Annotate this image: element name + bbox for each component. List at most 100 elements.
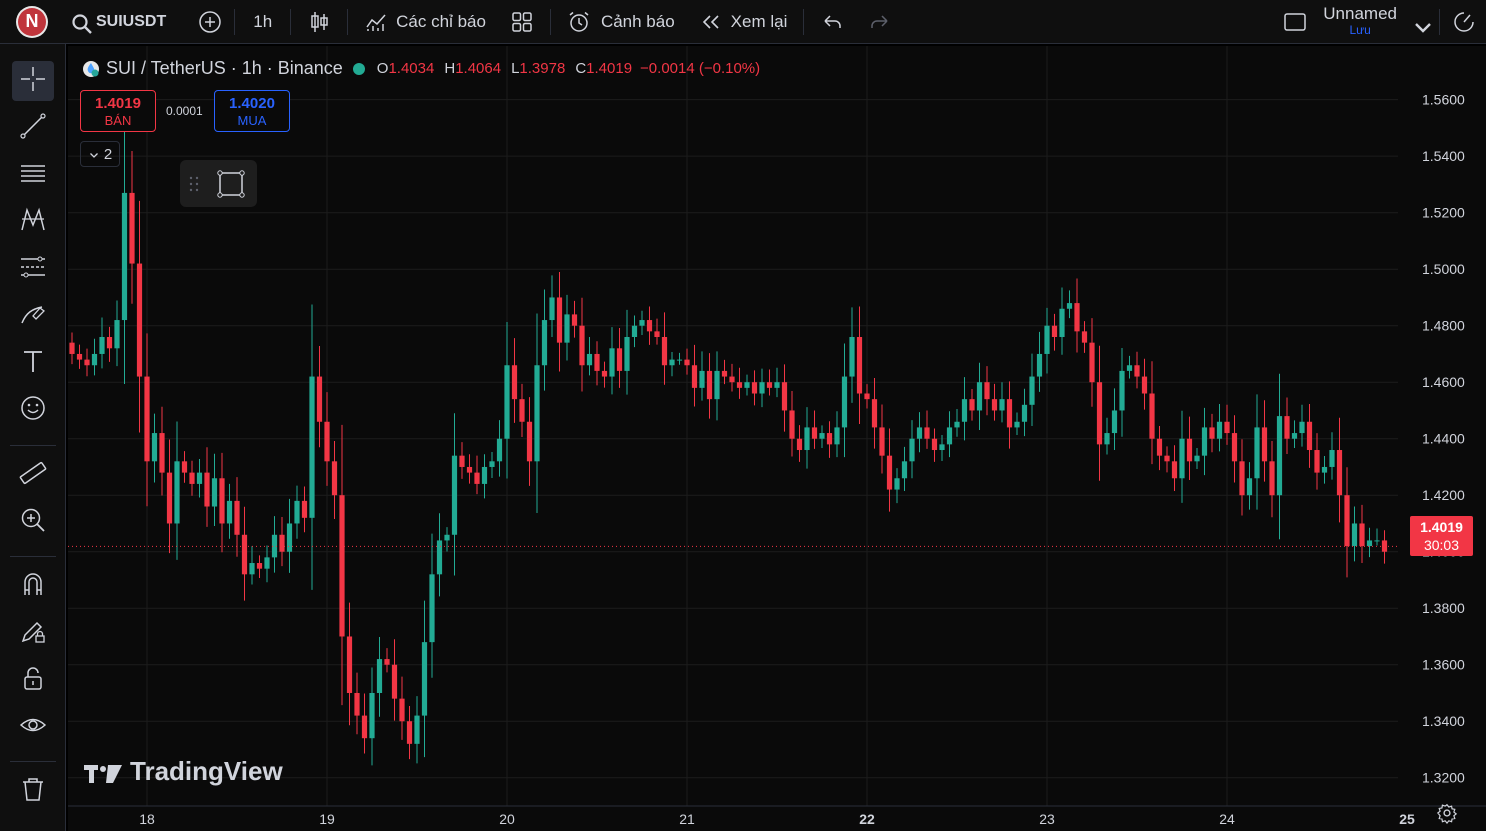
candle-body: [414, 715, 420, 744]
candle-body: [729, 376, 735, 383]
eye-icon: [18, 710, 48, 745]
candle-body: [819, 433, 825, 439]
close-value: 1.4019: [586, 60, 633, 77]
layout-menu-button[interactable]: [1401, 0, 1435, 44]
sell-button[interactable]: 1.4019 BÁN: [80, 90, 156, 132]
candle-body: [249, 563, 255, 575]
drawing-mode-tool[interactable]: [12, 613, 54, 653]
templates-button[interactable]: [498, 0, 546, 44]
zoom-tool[interactable]: [12, 502, 54, 542]
candle-body: [781, 382, 788, 411]
candle-body: [549, 297, 555, 321]
candle-body: [1044, 325, 1050, 354]
drag-handle-icon[interactable]: [189, 175, 199, 193]
replay-button[interactable]: Xem lại: [687, 0, 800, 44]
candle-body: [1081, 331, 1088, 343]
candle-body: [1336, 450, 1343, 496]
select-rectangle-icon[interactable]: [216, 169, 246, 199]
candle-body: [616, 348, 623, 371]
candle-body: [219, 478, 225, 524]
toolbar-divider: [234, 8, 236, 35]
candle-body: [871, 399, 878, 428]
remove-drawings-tool[interactable]: [12, 771, 54, 811]
candle-body: [1306, 421, 1313, 451]
candle-body: [1291, 433, 1298, 439]
candle-body: [654, 331, 660, 338]
candle-body: [114, 320, 120, 349]
buy-button[interactable]: 1.4020 MUA: [214, 90, 290, 132]
quick-search-button[interactable]: [1444, 0, 1486, 44]
chart-settings-button[interactable]: [1436, 802, 1458, 825]
candle-body: [406, 721, 413, 744]
candle-body: [714, 370, 720, 400]
low-value: 1.3978: [519, 60, 566, 77]
date-tick-label: 21: [679, 811, 695, 827]
candle-body: [864, 393, 870, 400]
candle-body: [1059, 308, 1065, 338]
pattern-icon: [18, 205, 48, 240]
tradingview-watermark[interactable]: TradingView: [84, 756, 283, 787]
interval-button[interactable]: 1h: [253, 11, 273, 31]
alerts-button[interactable]: Cảnh báo: [555, 0, 687, 44]
candle-body: [1254, 427, 1260, 479]
candle-body: [1351, 523, 1358, 547]
date-tick-label: 25: [1399, 811, 1415, 827]
crosshair-tool[interactable]: [12, 61, 54, 101]
price-chart[interactable]: 1.5600 1.5400 1.5200 1.5000 1.4800 1.4600 1.44…: [68, 46, 1486, 831]
chart-type-button[interactable]: [295, 0, 343, 44]
candle-body: [511, 365, 518, 400]
candle-body: [1074, 303, 1080, 332]
date-tick-label: 19: [319, 811, 335, 827]
pattern-tool[interactable]: [12, 202, 54, 242]
toolbar-divider: [290, 8, 292, 35]
legend-collapse-button[interactable]: 2: [80, 141, 120, 167]
candle-body: [421, 642, 428, 716]
candle-body: [324, 421, 330, 462]
fib-tool[interactable]: [12, 249, 54, 289]
candle-body: [909, 438, 915, 462]
candle-body: [234, 500, 240, 535]
lock-drawings-tool[interactable]: [12, 660, 54, 700]
user-avatar[interactable]: N: [16, 5, 48, 38]
candle-body: [256, 563, 263, 569]
candle-body: [189, 472, 195, 484]
text-tool[interactable]: [12, 343, 54, 383]
hide-drawings-tool[interactable]: [12, 707, 54, 747]
candle-body: [1021, 404, 1028, 422]
candle-body: [129, 192, 135, 264]
ruler-tool[interactable]: [12, 455, 54, 495]
candle-body: [624, 337, 630, 371]
compare-symbol-button[interactable]: [190, 0, 230, 44]
emoji-tool[interactable]: [12, 390, 54, 430]
trend-line-tool[interactable]: [12, 108, 54, 148]
indicators-button[interactable]: Các chỉ báo: [352, 0, 498, 44]
candle-body: [181, 461, 188, 473]
symbol-search-button[interactable]: SUIUSDT: [62, 0, 174, 44]
market-status-dot[interactable]: [352, 62, 365, 75]
toolbar-divider: [347, 8, 349, 35]
layout-toggle-button[interactable]: [1271, 0, 1319, 44]
price-axis-bg: [1398, 46, 1486, 831]
candle-body: [1134, 365, 1140, 377]
chart-area[interactable]: 1.5600 1.5400 1.5200 1.5000 1.4800 1.4600 1.44…: [68, 46, 1486, 831]
candle-body: [849, 337, 855, 377]
candle-body: [1269, 461, 1275, 496]
brush-tool[interactable]: [12, 296, 54, 336]
symbol-title[interactable]: SUI / TetherUS · 1h · Binance: [106, 58, 343, 78]
candle-body: [789, 410, 795, 439]
search-icon: [70, 12, 92, 34]
candle-body: [121, 192, 128, 321]
chart-legend: SUI / TetherUS · 1h · Binance O1.4034 H1…: [82, 58, 760, 79]
magnet-tool[interactable]: [12, 566, 54, 606]
gauge-icon: [1452, 10, 1476, 34]
horizontal-lines-tool[interactable]: [12, 155, 54, 195]
layout-name-button[interactable]: Unnamed Lưu: [1319, 0, 1401, 44]
redo-button[interactable]: [856, 0, 904, 44]
last-price-label: 1.4019 30:03: [1410, 516, 1473, 556]
candle-body: [144, 376, 150, 462]
candle-body: [294, 500, 300, 524]
candle-body: [504, 365, 510, 439]
candle-body: [1036, 353, 1043, 377]
square-icon: [1283, 10, 1307, 34]
undo-button[interactable]: [808, 0, 856, 44]
